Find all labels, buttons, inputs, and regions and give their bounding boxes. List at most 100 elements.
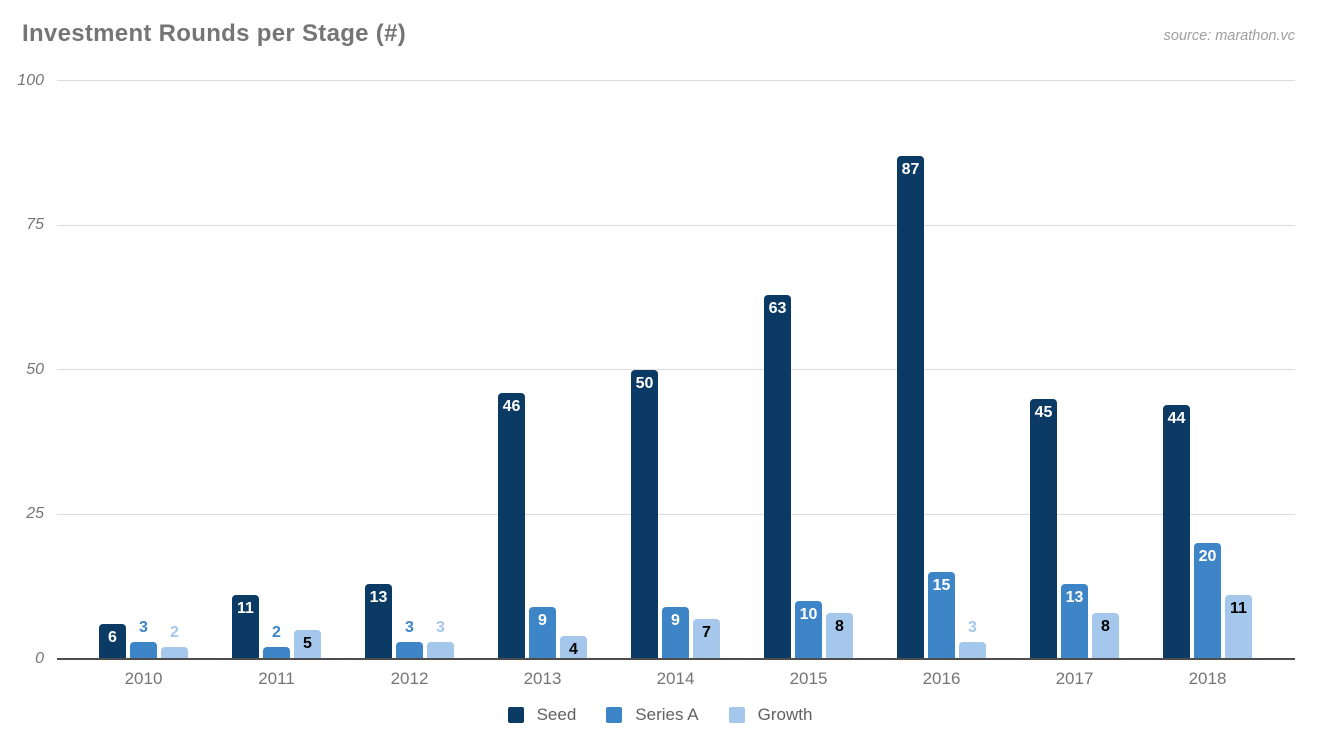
barwrap-series-a: 3 <box>396 620 423 659</box>
barwrap-seed: 45 <box>1030 399 1057 659</box>
barwrap-growth: 7 <box>693 619 720 659</box>
barwrap-growth: 3 <box>427 620 454 659</box>
barwrap-seed: 50 <box>631 370 658 659</box>
bar-series-a <box>263 647 290 659</box>
bar-group-2015: 63 10 8 2015 <box>742 81 875 688</box>
y-axis-tick-label: 25 <box>26 505 44 522</box>
legend-item-seed: Seed <box>507 705 576 725</box>
barwrap-series-a: 3 <box>130 620 157 659</box>
y-axis-tick-label: 75 <box>26 216 44 233</box>
x-axis-baseline: 0 <box>35 650 1295 667</box>
bar-seed <box>764 295 791 659</box>
bar-value-label: 87 <box>901 161 920 178</box>
x-axis-category-label: 2013 <box>523 669 562 688</box>
bar-seed <box>631 370 658 659</box>
bar-seed <box>1163 405 1190 659</box>
bar-seed <box>897 156 924 659</box>
bar-value-label: 10 <box>799 606 818 623</box>
barwrap-growth: 8 <box>1092 613 1119 659</box>
bar-value-label: 8 <box>835 618 844 635</box>
bar-value-label: 3 <box>968 619 977 636</box>
bar-seed <box>498 393 525 659</box>
legend-item-series-a: Series A <box>606 705 699 725</box>
bar-seed <box>1030 399 1057 659</box>
bar-value-label: 9 <box>671 612 680 629</box>
bar-series-a <box>1061 584 1088 659</box>
barwrap-series-a: 15 <box>928 572 955 659</box>
y-axis-tick-label: 100 <box>17 71 44 89</box>
plot-area: 0 25 50 75 100 6 3 2 2010 11 2 5 2011 13 3 3 2012 46 9 4 20… <box>17 72 1295 688</box>
gridline: 50 <box>26 361 1295 378</box>
bar-value-label: 44 <box>1167 410 1186 427</box>
bar-series-a <box>795 601 822 659</box>
legend-swatch-icon <box>606 707 623 723</box>
bar-group-2018: 44 20 11 2018 <box>1141 81 1274 688</box>
bar-group-2010: 6 3 2 2010 <box>77 81 210 688</box>
bar-groups: 6 3 2 2010 11 2 5 2011 13 3 3 2012 46 9 4 2013 50 9 7 2014 6… <box>77 81 1274 688</box>
bar-group-2011: 11 2 5 2011 <box>210 81 343 688</box>
x-axis-category-label: 2018 <box>1188 669 1227 688</box>
x-axis-category-label: 2017 <box>1055 669 1094 688</box>
y-axis-tick-label: 0 <box>35 650 44 667</box>
barwrap-series-a: 13 <box>1061 584 1088 659</box>
bar-value-label: 13 <box>1065 589 1084 606</box>
x-axis-category-label: 2014 <box>656 669 695 688</box>
bar-seed <box>99 624 126 659</box>
bar-growth <box>161 647 188 659</box>
bar-value-label: 2 <box>170 624 179 641</box>
bar-series-a <box>662 607 689 659</box>
barwrap-series-a: 10 <box>795 601 822 659</box>
barwrap-series-a: 20 <box>1194 543 1221 659</box>
bar-series-a <box>928 572 955 659</box>
bar-value-label: 7 <box>702 624 711 641</box>
bar-value-label: 3 <box>436 619 445 636</box>
bar-growth <box>560 636 587 659</box>
barwrap-seed: 6 <box>99 624 126 659</box>
bar-growth <box>1225 595 1252 659</box>
barwrap-seed: 63 <box>764 295 791 659</box>
bar-value-label: 6 <box>108 629 117 646</box>
gridline: 75 <box>26 216 1295 233</box>
bar-growth <box>826 613 853 659</box>
barwrap-growth: 8 <box>826 613 853 659</box>
legend: Seed Series A Growth <box>0 705 1320 725</box>
bar-group-2014: 50 9 7 2014 <box>609 81 742 688</box>
bar-group-2016: 87 15 3 2016 <box>875 81 1008 688</box>
bar-seed <box>365 584 392 659</box>
bar-series-a <box>130 642 157 659</box>
bar-group-2012: 13 3 3 2012 <box>343 81 476 688</box>
bar-growth <box>294 630 321 659</box>
bar-value-label: 46 <box>502 398 521 415</box>
barwrap-seed: 46 <box>498 393 525 659</box>
bar-value-label: 3 <box>139 619 148 636</box>
bar-value-label: 2 <box>272 624 281 641</box>
barwrap-growth: 11 <box>1225 595 1252 659</box>
bar-group-2017: 45 13 8 2017 <box>1008 81 1141 688</box>
legend-swatch-icon <box>507 707 524 723</box>
legend-swatch-icon <box>728 707 745 723</box>
x-axis-category-label: 2010 <box>124 669 163 688</box>
bar-value-label: 15 <box>932 577 951 594</box>
bar-value-label: 9 <box>538 612 547 629</box>
barwrap-seed: 87 <box>897 156 924 659</box>
barwrap-growth: 5 <box>294 630 321 659</box>
chart-title: Investment Rounds per Stage (#) <box>22 20 407 47</box>
bar-group-2013: 46 9 4 2013 <box>476 81 609 688</box>
source-label: source: marathon.vc <box>1163 28 1295 44</box>
bar-value-label: 3 <box>405 619 414 636</box>
bar-value-label: 8 <box>1101 618 1110 635</box>
barwrap-growth: 3 <box>959 620 986 659</box>
legend-label: Growth <box>757 705 813 724</box>
bar-value-label: 11 <box>1230 600 1247 617</box>
barwrap-seed: 13 <box>365 584 392 659</box>
bar-growth <box>959 642 986 659</box>
bar-value-label: 45 <box>1034 404 1053 421</box>
bar-value-label: 50 <box>635 375 654 392</box>
gridline: 100 <box>17 72 1295 89</box>
x-axis-category-label: 2015 <box>789 669 828 688</box>
bar-value-label: 11 <box>237 600 254 617</box>
bar-series-a <box>529 607 556 659</box>
bar-growth <box>427 642 454 659</box>
bar-value-label: 63 <box>768 300 787 317</box>
